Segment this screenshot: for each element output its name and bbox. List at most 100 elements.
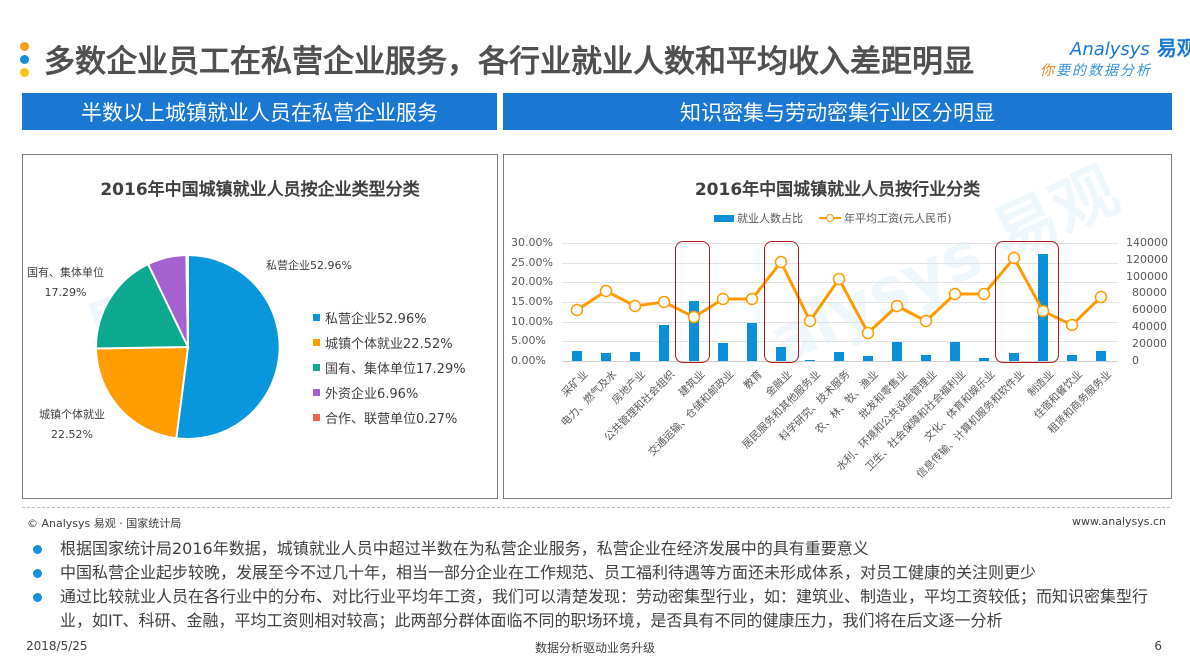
bullet-item: 根据国家统计局2016年数据，城镇就业人员中超过半数在为私营企业服务，私营企业在… bbox=[30, 537, 1170, 561]
pie-chart bbox=[94, 253, 281, 440]
footer-date: 2018/5/25 bbox=[26, 639, 88, 653]
bar-wholesale bbox=[892, 342, 902, 361]
blue-dot-icon bbox=[20, 55, 29, 64]
legend-label: 外资企业6.96% bbox=[325, 387, 419, 402]
legend-swatch-icon bbox=[313, 339, 320, 346]
line-legend-label: 年平均工资(元人民币) bbox=[844, 212, 952, 225]
callout-individual: 城镇个体就业 22.52% bbox=[39, 405, 105, 445]
left-axis-tick: 5.00% bbox=[511, 334, 546, 347]
legend-swatch-icon bbox=[313, 389, 320, 396]
bar-culture bbox=[979, 358, 989, 361]
legend-item: 合作、联营单位0.27% bbox=[313, 405, 466, 430]
right-axis-tick: 40000 bbox=[1132, 320, 1167, 333]
bar-power bbox=[601, 353, 611, 361]
highlight-finance bbox=[764, 241, 799, 363]
gridline bbox=[562, 243, 1118, 244]
legend-item: 私营企业52.96% bbox=[313, 305, 466, 330]
bar-realestate bbox=[630, 352, 640, 361]
bar-transport bbox=[718, 343, 728, 361]
callout-state-name: 国有、集体单位 bbox=[27, 266, 104, 279]
legend-label: 合作、联营单位0.27% bbox=[325, 412, 458, 427]
yellow-dot-icon bbox=[20, 68, 29, 77]
pie-legend: 私营企业52.96% 城镇个体就业22.52% 国有、集体单位17.29% 外资… bbox=[313, 305, 466, 430]
bar-agriculture bbox=[863, 356, 873, 361]
pie-slice-individual bbox=[94, 345, 190, 440]
legend-item: 城镇个体就业22.52% bbox=[313, 330, 466, 355]
legend-label: 国有、集体单位17.29% bbox=[325, 362, 466, 377]
bullet-item: 通过比较就业人员在各行业中的分布、对比行业平均年工资，我们可以清楚发现：劳动密集… bbox=[30, 585, 1170, 633]
legend-label: 城镇个体就业22.52% bbox=[325, 337, 453, 352]
right-section-heading: 知识密集与劳动密集行业区分明显 bbox=[503, 93, 1172, 130]
pie-slice-state bbox=[94, 262, 190, 350]
left-axis-tick: 0.00% bbox=[511, 354, 546, 367]
left-section-heading: 半数以上城镇就业人员在私营企业服务 bbox=[22, 93, 497, 130]
industry-chart-title: 2016年中国城镇就业人员按行业分类 bbox=[694, 180, 981, 200]
bar-public-admin bbox=[659, 325, 669, 361]
bullet-dot-icon bbox=[33, 593, 42, 602]
legend-item: 国有、集体单位17.29% bbox=[313, 355, 466, 380]
gridline bbox=[562, 341, 1118, 342]
bar-education bbox=[747, 323, 757, 361]
legend-swatch-icon bbox=[313, 414, 320, 421]
right-axis-tick: 80000 bbox=[1132, 286, 1167, 299]
pie-slice-private bbox=[175, 253, 281, 440]
left-axis-tick: 10.00% bbox=[511, 315, 553, 328]
gridline bbox=[562, 322, 1118, 323]
logo-slogan: 要的数据分析 bbox=[1056, 63, 1152, 79]
bullet-text: 中国私营企业起步较晚，发展至今不过几十年，相当一部分企业在工作规范、员工福利待遇… bbox=[60, 563, 1037, 582]
line-legend-swatch-icon bbox=[819, 214, 841, 222]
bar-finance bbox=[776, 347, 786, 361]
bar-mining bbox=[572, 351, 582, 361]
logo-slogan-highlight: 你 bbox=[1040, 63, 1056, 79]
left-axis-tick: 25.00% bbox=[511, 256, 553, 269]
callout-individual-value: 22.52% bbox=[51, 428, 93, 441]
combo-legend: 就业人数占比 年平均工资(元人民币) bbox=[714, 210, 952, 226]
right-axis-tick: 60000 bbox=[1132, 303, 1167, 316]
bar-health bbox=[950, 342, 960, 361]
callout-private: 私营企业52.96% bbox=[266, 259, 352, 272]
bar-legend-swatch-icon bbox=[714, 214, 734, 222]
right-axis-tick: 120000 bbox=[1126, 253, 1168, 266]
callout-state-value: 17.29% bbox=[44, 286, 87, 299]
bullet-text: 通过比较就业人员在各行业中的分布、对比行业平均年工资，我们可以清楚发现：劳动密集… bbox=[60, 587, 1149, 630]
source-note: © Analysys 易观 · 国家统计局 bbox=[27, 517, 182, 530]
orange-dot-icon bbox=[20, 42, 29, 51]
divider bbox=[22, 507, 1170, 508]
page-title: 多数企业员工在私营企业服务，各行业就业人数和平均收入差距明显 bbox=[44, 44, 974, 80]
highlight-construction bbox=[675, 241, 710, 363]
bullet-dot-icon bbox=[33, 569, 42, 578]
gridline bbox=[562, 302, 1118, 303]
analysys-logo: Analysys 易观 你要的数据分析 bbox=[1040, 32, 1190, 84]
pie-chart-title: 2016年中国城镇就业人员按企业类型分类 bbox=[100, 180, 420, 200]
left-axis-tick: 20.00% bbox=[511, 275, 553, 288]
right-axis-tick: 140000 bbox=[1126, 236, 1168, 249]
logo-brand-cn: 易观 bbox=[1156, 36, 1190, 60]
bullet-item: 中国私营企业起步较晚，发展至今不过几十年，相当一部分企业在工作规范、员工福利待遇… bbox=[30, 561, 1170, 585]
bar-water-environment bbox=[921, 355, 931, 361]
pie-slice-cooperative bbox=[185, 253, 189, 348]
legend-item: 外资企业6.96% bbox=[313, 380, 466, 405]
industry-chart-panel: alysys 易观 2016年中国城镇就业人员按行业分类 就业人数占比 年平均工… bbox=[503, 154, 1172, 499]
bar-leasing bbox=[1096, 351, 1106, 361]
right-axis-tick: 100000 bbox=[1126, 270, 1168, 283]
callout-state: 国有、集体单位 17.29% bbox=[27, 263, 104, 303]
title-dots bbox=[20, 42, 30, 81]
highlight-it-manufacturing bbox=[995, 241, 1059, 363]
left-axis-tick: 30.00% bbox=[511, 236, 553, 249]
logo-brand-en: Analysys bbox=[1070, 39, 1150, 60]
pie-chart-panel: 易观 2016年中国城镇就业人员按企业类型分类 私营企业52.96% 国有、集体… bbox=[22, 154, 498, 499]
right-axis-tick: 20000 bbox=[1132, 337, 1167, 350]
bar-it bbox=[1009, 353, 1019, 361]
footer-tagline: 数据分析驱动业务升级 bbox=[534, 641, 655, 655]
gridline bbox=[562, 263, 1118, 264]
legend-swatch-icon bbox=[313, 364, 320, 371]
bar-hospitality bbox=[1067, 355, 1077, 361]
bullet-dot-icon bbox=[33, 545, 42, 554]
bullet-text: 根据国家统计局2016年数据，城镇就业人员中超过半数在为私营企业服务，私营企业在… bbox=[60, 539, 869, 558]
summary-bullets: 根据国家统计局2016年数据，城镇就业人员中超过半数在为私营企业服务，私营企业在… bbox=[30, 537, 1170, 633]
page-number: 6 bbox=[1154, 639, 1162, 653]
legend-swatch-icon bbox=[313, 314, 320, 321]
bar-legend-label: 就业人数占比 bbox=[737, 212, 803, 225]
website-link[interactable]: www.analysys.cn bbox=[1072, 515, 1166, 528]
bar-resident-services bbox=[805, 360, 815, 361]
